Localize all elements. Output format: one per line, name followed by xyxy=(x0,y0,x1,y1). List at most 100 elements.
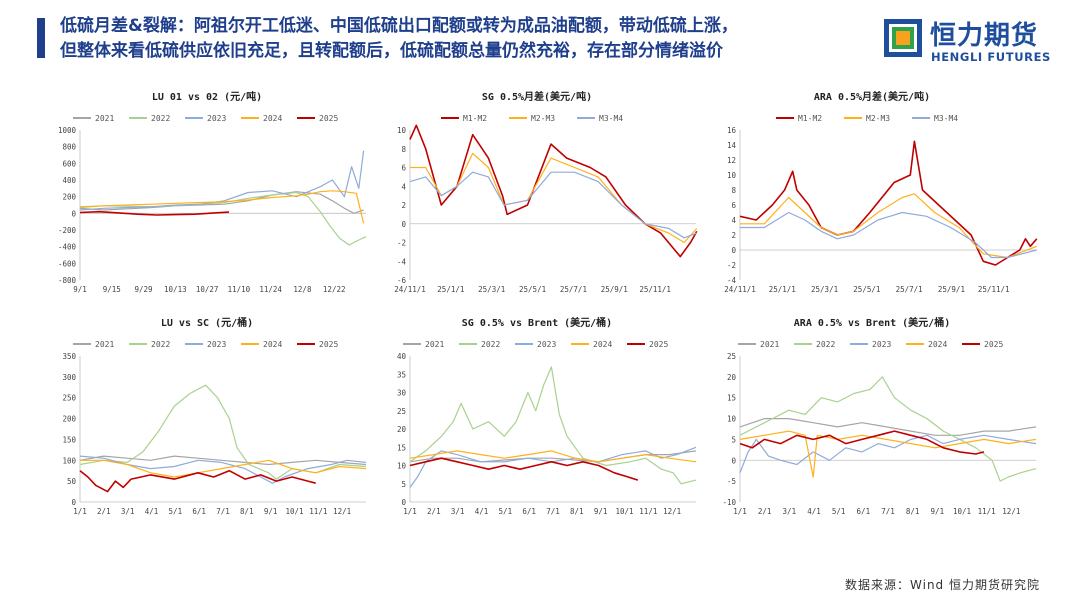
y-tick-label: 14 xyxy=(727,141,737,150)
chart-lu-01-vs-02: LU 01 vs 02 (元/吨) 2021 2022 2023 2024 2025 -80… xyxy=(42,86,372,302)
x-tick-label: 11/1 xyxy=(978,507,996,516)
logo-mark-icon xyxy=(884,19,922,57)
x-tick-label: 25/5/1 xyxy=(519,285,546,294)
x-tick-label: 8/1 xyxy=(240,507,254,516)
chart-svg: LU vs SC (元/桶) 2021 2022 2023 2024 2025 0 50 100… xyxy=(62,316,367,516)
x-tick-label: 7/1 xyxy=(881,507,895,516)
x-tick-label: 1/1 xyxy=(73,507,87,516)
x-tick-label: 3/1 xyxy=(121,507,135,516)
legend-label: 2022 xyxy=(151,114,170,123)
y-tick-label: -2 xyxy=(397,239,406,248)
y-tick-label: 20 xyxy=(397,425,407,434)
y-tick-label: 8 xyxy=(731,186,736,195)
x-tick-label: 1/1 xyxy=(403,507,417,516)
series-line xyxy=(739,140,1038,266)
series-line xyxy=(79,455,367,466)
x-tick-label: 12/8 xyxy=(293,285,312,294)
legend-label: M2-M3 xyxy=(531,114,555,123)
legend-item: 2024 xyxy=(241,340,282,349)
y-tick-label: 300 xyxy=(62,373,76,382)
legend-label: 2021 xyxy=(95,114,114,123)
page-title-line-2: 但整体来看低硫供应依旧充足，且转配额后，低硫配额总量仍然充裕，存在部分情绪溢价 xyxy=(60,41,723,61)
legend-item: 2021 xyxy=(738,340,779,349)
legend-item: 2023 xyxy=(850,340,891,349)
legend-item: 2021 xyxy=(73,114,114,123)
company-logo: 恒力期货 HENGLI FUTURES xyxy=(884,17,1064,67)
legend-item: 2022 xyxy=(459,340,500,349)
x-tick-label: 11/1 xyxy=(639,507,657,516)
legend-item: 2025 xyxy=(297,340,338,349)
y-tick-label: -4 xyxy=(727,276,737,285)
chart-title: LU vs SC (元/桶) xyxy=(161,316,253,329)
x-tick-label: 12/1 xyxy=(1002,507,1020,516)
x-tick-label: 4/1 xyxy=(807,507,821,516)
chart-title: LU 01 vs 02 (元/吨) xyxy=(152,90,262,103)
y-tick-label: 30 xyxy=(397,389,407,398)
y-tick-label: -400 xyxy=(58,243,77,252)
x-tick-label: 9/15 xyxy=(103,285,121,294)
x-tick-label: 7/1 xyxy=(216,507,230,516)
series-line xyxy=(79,190,365,224)
x-tick-label: 9/1 xyxy=(931,507,945,516)
y-tick-label: 1000 xyxy=(58,126,77,135)
legend-label: M3-M4 xyxy=(934,114,958,123)
y-tick-label: -10 xyxy=(722,498,736,507)
x-tick-label: 9/1 xyxy=(73,285,87,294)
chart-title: SG 0.5% vs Brent (美元/桶) xyxy=(462,316,612,329)
legend-label: 2024 xyxy=(263,340,282,349)
chart-title: SG 0.5%月差(美元/吨) xyxy=(482,90,592,103)
legend-item: 2022 xyxy=(129,114,170,123)
legend-label: 2024 xyxy=(928,340,947,349)
legend-label: 2025 xyxy=(319,340,338,349)
x-tick-label: 8/1 xyxy=(906,507,920,516)
y-tick-label: 0 xyxy=(71,498,76,507)
x-tick-label: 8/1 xyxy=(570,507,584,516)
chart-title: ARA 0.5% vs Brent (美元/桶) xyxy=(794,316,950,329)
legend-item: 2024 xyxy=(571,340,612,349)
chart-ara-timespread: ARA 0.5%月差(美元/吨) M1-M2 M2-M3 M3-M4 -4 -2 0 2 4 6 8… xyxy=(702,86,1042,302)
legend-item: M3-M4 xyxy=(577,114,623,123)
series-line xyxy=(80,459,367,478)
y-tick-label: 0 xyxy=(401,498,406,507)
x-tick-label: 5/1 xyxy=(832,507,846,516)
chart-sg-vs-brent: SG 0.5% vs Brent (美元/桶) 2021 2022 2023 2024 2… xyxy=(372,312,702,524)
y-tick-label: 12 xyxy=(727,156,736,165)
y-tick-label: 0 xyxy=(731,456,736,465)
legend-label: M1-M2 xyxy=(798,114,822,123)
x-tick-label: 11/24 xyxy=(259,285,282,294)
legend-item: M1-M2 xyxy=(441,114,487,123)
y-tick-label: 200 xyxy=(62,415,76,424)
x-tick-label: 9/1 xyxy=(594,507,608,516)
chart-svg: SG 0.5% vs Brent (美元/桶) 2021 2022 2023 2024 2… xyxy=(397,316,697,516)
y-tick-label: 100 xyxy=(62,456,76,465)
legend-item: 2023 xyxy=(185,114,226,123)
legend-label: 2022 xyxy=(816,340,835,349)
series-line xyxy=(79,455,367,484)
x-tick-label: 12/1 xyxy=(663,507,681,516)
legend-item: 2025 xyxy=(962,340,1003,349)
x-tick-label: 6/1 xyxy=(192,507,206,516)
x-tick-label: 9/29 xyxy=(135,285,153,294)
page-title-line-1: 低硫月差&裂解：阿祖尔开工低迷、中国低硫出口配额或转为成品油配额，带动低硫上涨， xyxy=(60,16,738,36)
x-tick-label: 24/11/1 xyxy=(394,285,426,294)
chart-svg: SG 0.5%月差(美元/吨) M1-M2 M2-M3 M3-M4 -6 -4 -2 0 2 4 6… xyxy=(394,90,698,294)
y-tick-label: -4 xyxy=(397,257,407,266)
legend-label: M1-M2 xyxy=(463,114,487,123)
y-tick-label: 10 xyxy=(727,415,737,424)
legend-label: 2025 xyxy=(984,340,1003,349)
legend-item: 2022 xyxy=(129,340,170,349)
legend-label: 2023 xyxy=(207,340,226,349)
x-tick-label: 2/1 xyxy=(427,507,441,516)
y-tick-label: 150 xyxy=(62,435,76,444)
legend-label: 2025 xyxy=(319,114,338,123)
x-tick-label: 25/7/1 xyxy=(896,285,923,294)
legend-item: M1-M2 xyxy=(776,114,822,123)
x-tick-label: 25/1/1 xyxy=(769,285,796,294)
series-line xyxy=(409,124,698,258)
x-tick-label: 25/5/1 xyxy=(853,285,880,294)
legend-label: 2025 xyxy=(649,340,668,349)
x-tick-label: 11/10 xyxy=(228,285,251,294)
chart-lu-vs-sc: LU vs SC (元/桶) 2021 2022 2023 2024 2025 0 50 100… xyxy=(42,312,372,524)
x-tick-label: 4/1 xyxy=(475,507,489,516)
y-tick-label: 0 xyxy=(731,246,736,255)
